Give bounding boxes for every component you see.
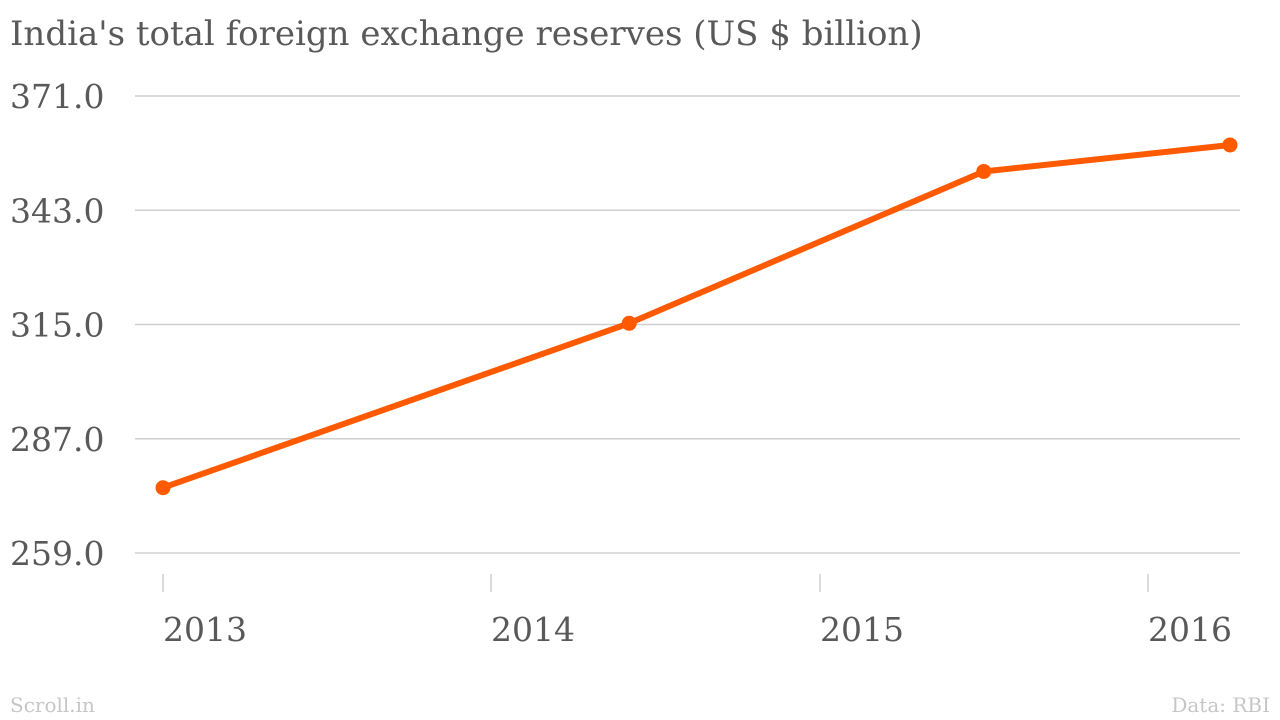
y-tick-label: 343.0: [10, 191, 104, 230]
data-point: [155, 480, 171, 496]
x-tick-label: 2014: [491, 610, 575, 649]
y-tick-label: 371.0: [10, 77, 104, 116]
y-axis-tick-labels: 371.0 343.0 315.0 287.0 259.0: [10, 77, 104, 573]
x-tick-label: 2015: [820, 610, 904, 649]
y-tick-label: 287.0: [10, 420, 104, 459]
x-axis-ticks: 2013 2014 2015 2016: [162, 574, 1232, 649]
chart-title: India's total foreign exchange reserves …: [10, 14, 923, 54]
data-point: [976, 163, 992, 179]
y-tick-label: 259.0: [10, 534, 104, 573]
x-tick-label: 2016: [1148, 610, 1232, 649]
gridlines: [135, 95, 1240, 554]
series-line: [160, 141, 1233, 491]
data-point: [1222, 137, 1238, 153]
data-point: [621, 315, 637, 331]
y-tick-label: 315.0: [10, 306, 104, 345]
data-credit: Data: RBI: [1171, 693, 1270, 717]
series-layer: [155, 137, 1238, 496]
x-tick-label: 2013: [163, 610, 247, 649]
source-brand: Scroll.in: [10, 693, 95, 717]
